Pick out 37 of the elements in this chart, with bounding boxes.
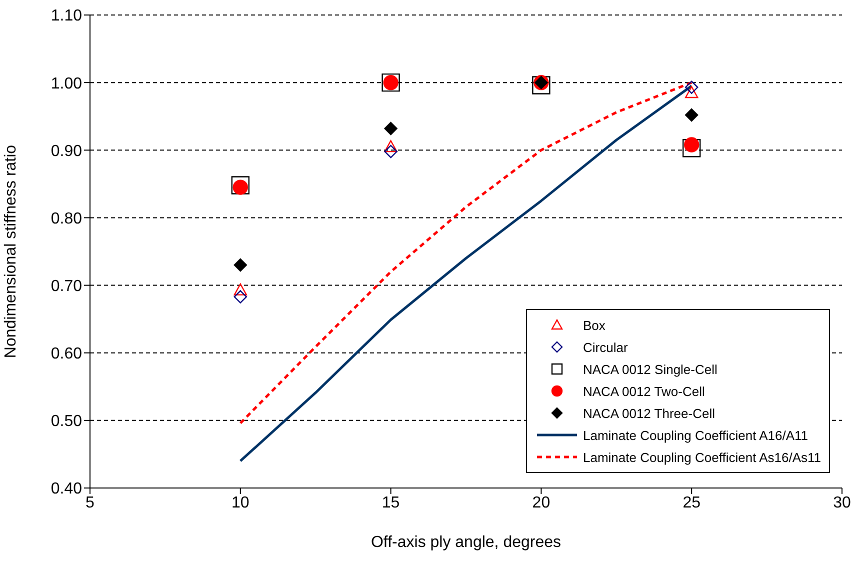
legend-label: Laminate Coupling Coefficient A16/A11 (582, 428, 808, 442)
point (685, 80, 698, 94)
point (684, 137, 700, 152)
point (384, 140, 398, 152)
x-tick-label: 10 (232, 494, 250, 512)
point (384, 144, 398, 158)
point (234, 258, 247, 272)
x-tick-label: 25 (682, 494, 701, 512)
point (532, 76, 550, 94)
legend-label: Laminate Coupling Coefficient As16/As11 (582, 450, 821, 464)
point (234, 283, 247, 296)
point (234, 290, 247, 304)
point (231, 176, 250, 194)
legend-label: Circular (582, 340, 628, 354)
point (232, 180, 248, 195)
legend-label: NACA 0012 Three-Cell (582, 406, 715, 420)
x-tick-label: 5 (86, 494, 95, 512)
y-tick-label: 0.80 (50, 210, 82, 228)
point (682, 139, 701, 158)
y-tick-label: 0.60 (50, 346, 82, 363)
y-tick-label: 1.10 (50, 8, 82, 25)
y-tick-label: 1.00 (50, 75, 82, 92)
y-tick-label: 0.40 (50, 480, 82, 498)
y-tick-label: 0.50 (50, 413, 82, 430)
y-tick-label: 0.90 (50, 142, 82, 160)
x-tick-label: 15 (382, 494, 400, 512)
legend-label: Box (582, 318, 606, 332)
x-axis-title: Off-axis ply angle, degrees (370, 534, 562, 551)
y-tick-label: 0.70 (50, 278, 82, 295)
point (685, 108, 698, 122)
legend-label: NACA 0012 Single-Cell (582, 362, 718, 376)
point (384, 122, 398, 136)
x-tick-label: 20 (532, 494, 550, 512)
legend-label: NACA 0012 Two-Cell (582, 384, 705, 398)
x-tick-label: 30 (833, 494, 851, 512)
y-axis-title: Nondimensional stiffness ratio (2, 144, 20, 358)
point (685, 86, 698, 98)
